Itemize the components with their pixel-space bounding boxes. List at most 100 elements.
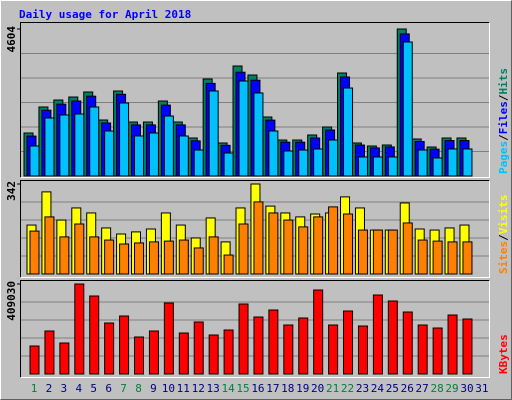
x-tick-label: 8 xyxy=(135,382,142,395)
x-tick-label: 15 xyxy=(236,382,249,395)
x-tick-label: 31 xyxy=(475,382,488,395)
bar xyxy=(268,309,279,375)
bar xyxy=(298,226,309,275)
bar xyxy=(238,223,249,275)
bar xyxy=(163,240,174,275)
bar xyxy=(104,130,115,177)
x-tick-label: 13 xyxy=(207,382,220,395)
x-tick-label: 6 xyxy=(105,382,112,395)
bar xyxy=(387,300,398,375)
bar xyxy=(402,311,413,375)
bar xyxy=(328,324,339,375)
legend-entry: Hits xyxy=(497,68,510,95)
x-tick-label: 12 xyxy=(192,382,205,395)
x-tick-label: 18 xyxy=(281,382,294,395)
bar xyxy=(387,156,398,177)
bar xyxy=(178,239,189,275)
x-tick-label: 11 xyxy=(177,382,190,395)
bar xyxy=(223,329,234,375)
bar xyxy=(432,327,443,375)
bar xyxy=(223,152,234,177)
bar xyxy=(29,230,40,275)
bar xyxy=(74,223,85,275)
bar xyxy=(253,316,264,375)
bar xyxy=(357,156,368,177)
bar xyxy=(193,247,204,275)
y-tick-label: 342 xyxy=(5,181,18,201)
bar xyxy=(402,222,413,275)
bar xyxy=(74,113,85,177)
bar xyxy=(208,90,219,177)
bar xyxy=(178,332,189,375)
frame-dark xyxy=(20,280,490,378)
x-tick-label: 21 xyxy=(326,382,339,395)
bar xyxy=(59,236,70,275)
bar xyxy=(89,236,100,275)
bar xyxy=(328,139,339,177)
legend-entry: Visits xyxy=(497,195,510,235)
bar xyxy=(432,240,443,275)
bar xyxy=(119,315,130,375)
legend-separator: / xyxy=(497,134,510,141)
legend: Pages/Files/Hits xyxy=(497,68,510,174)
bar xyxy=(402,41,413,177)
bar xyxy=(372,156,383,177)
bar xyxy=(59,114,70,177)
bar xyxy=(372,229,383,275)
x-tick-label: 28 xyxy=(430,382,443,395)
bar xyxy=(372,294,383,375)
bar xyxy=(447,241,458,275)
bar xyxy=(387,229,398,275)
bar xyxy=(134,242,145,275)
bar xyxy=(268,212,279,275)
bar xyxy=(343,213,354,275)
bar xyxy=(163,115,174,177)
x-tick-label: 14 xyxy=(221,382,235,395)
x-tick-label: 5 xyxy=(90,382,97,395)
bar xyxy=(253,92,264,177)
bar xyxy=(283,150,294,177)
legend-entry: Pages xyxy=(497,141,510,174)
bar xyxy=(313,216,324,275)
x-tick-label: 25 xyxy=(386,382,399,395)
frame-dark xyxy=(20,22,490,178)
legend: Sites/Visits xyxy=(497,195,510,275)
bar xyxy=(417,239,428,275)
y-tick-label: 409030 xyxy=(5,281,18,321)
x-tick-label: 19 xyxy=(296,382,309,395)
bar xyxy=(208,236,219,275)
bar xyxy=(29,145,40,177)
x-tick-label: 23 xyxy=(356,382,369,395)
frame-light xyxy=(20,180,490,278)
bar xyxy=(462,241,473,275)
bar xyxy=(59,342,70,375)
bar xyxy=(298,149,309,177)
bar xyxy=(148,132,159,177)
bar xyxy=(223,254,234,275)
x-tick-label: 26 xyxy=(401,382,414,395)
bar xyxy=(268,130,279,177)
bar xyxy=(357,229,368,275)
x-tick-label: 3 xyxy=(61,382,68,395)
legend-separator: / xyxy=(497,234,510,241)
bar xyxy=(193,149,204,177)
bar xyxy=(119,243,130,275)
bar xyxy=(447,314,458,375)
x-tick-label: 29 xyxy=(445,382,458,395)
bar xyxy=(104,322,115,375)
x-tick-label: 17 xyxy=(266,382,279,395)
legend-entry: KBytes xyxy=(497,334,510,374)
bar xyxy=(119,102,130,177)
bar xyxy=(74,283,85,375)
bar xyxy=(44,117,55,177)
bar xyxy=(163,302,174,375)
bar xyxy=(462,318,473,375)
bar xyxy=(89,106,100,177)
x-tick-label: 2 xyxy=(46,382,53,395)
bar xyxy=(283,219,294,275)
x-tick-label: 22 xyxy=(341,382,354,395)
legend: KBytes xyxy=(497,334,510,374)
bar xyxy=(328,206,339,275)
